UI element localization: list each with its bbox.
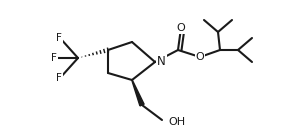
Text: N: N <box>157 54 166 67</box>
Polygon shape <box>132 80 144 106</box>
Text: OH: OH <box>168 117 185 127</box>
Text: O: O <box>177 23 185 33</box>
Text: F: F <box>51 53 57 63</box>
Text: F: F <box>56 73 62 83</box>
Text: F: F <box>56 33 62 43</box>
Text: O: O <box>196 52 204 62</box>
